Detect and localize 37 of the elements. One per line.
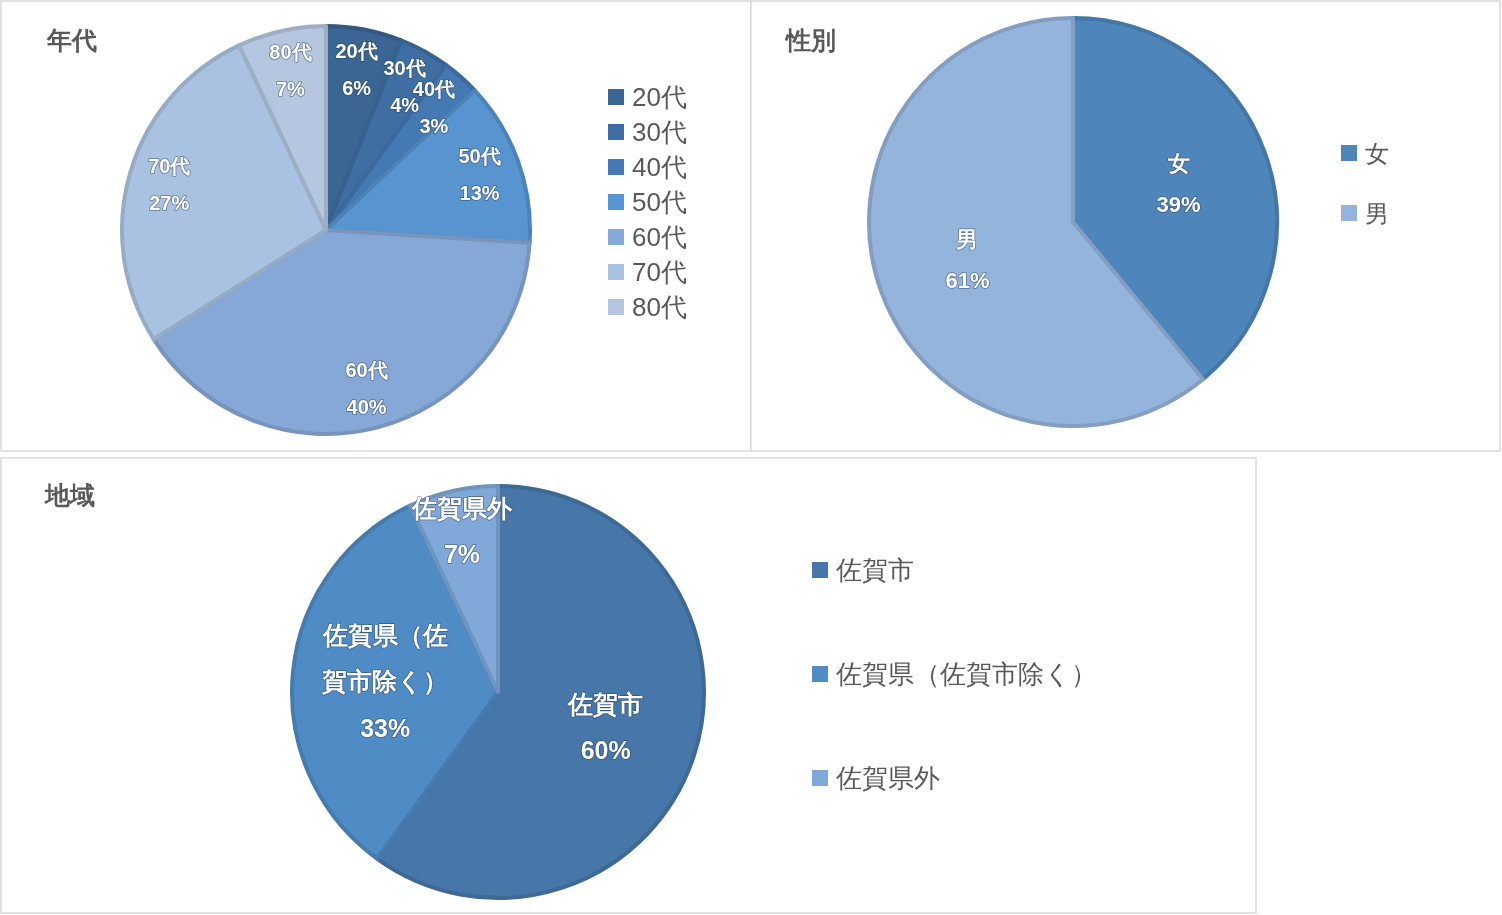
data-label: 13% [459,182,500,205]
data-label: 7% [275,78,306,101]
data-label: 33% [360,713,411,742]
legend-label: 佐賀県（佐賀市除く） [836,659,1097,689]
data-label: 61% [945,267,990,293]
slice-label: 70代 [148,154,191,177]
slice-label: 20代 [335,40,378,63]
data-label: 40% [346,395,387,418]
legend-label: 50代 [632,187,687,217]
data-label: 60% [580,736,631,765]
data-label: 6% [342,77,372,100]
slice-label: 30代 [383,57,426,80]
legend-label: 佐賀県外 [836,763,940,793]
legend-label: 60代 [632,222,687,252]
slice-label: 佐賀県（佐賀市除く） [321,621,449,696]
legend-label: 男 [1365,199,1389,227]
slice-label: 女 [1166,151,1190,177]
slice-label: 佐賀県外 [411,494,514,523]
legend-label: 女 [1365,139,1389,167]
chart-title: 地域 [45,481,95,509]
legend-label: 佐賀市 [836,555,914,585]
data-label: 3% [419,115,449,138]
data-label: 7% [443,540,481,569]
legend-label: 40代 [632,152,687,182]
chart-title: 性別 [786,26,836,54]
data-label: 27% [149,191,190,214]
legend-label: 20代 [632,82,687,112]
slice-label: 50代 [458,145,501,168]
data-label: 39% [1156,191,1201,217]
chart-title: 年代 [47,26,97,54]
slice-label: 男 [955,227,979,253]
slice-label: 60代 [345,358,388,381]
legend-label: 30代 [632,117,687,147]
legend-label: 80代 [632,292,687,322]
legend-label: 70代 [632,257,687,287]
slice-label: 80代 [269,41,312,64]
slice-label: 佐賀市 [567,689,644,718]
